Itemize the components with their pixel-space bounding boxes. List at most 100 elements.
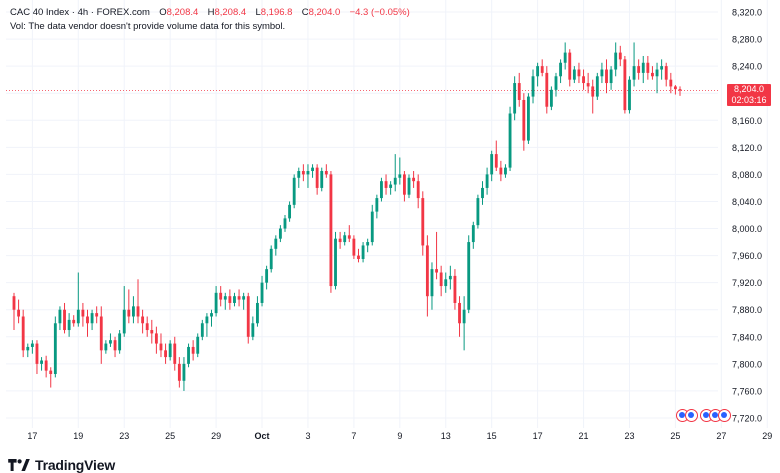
candle-body bbox=[324, 171, 328, 175]
x-tick-label: 17 bbox=[533, 431, 543, 441]
candle-body bbox=[283, 218, 287, 229]
last-price-tag: 8,204.0 02:03:16 bbox=[727, 84, 771, 107]
candle-body bbox=[641, 62, 645, 73]
candle-body bbox=[118, 333, 122, 351]
candle-body bbox=[504, 167, 507, 175]
low-label: L bbox=[255, 7, 261, 18]
x-tick-label: 9 bbox=[397, 431, 402, 441]
low-value: 8,196.8 bbox=[260, 7, 293, 18]
candle-body bbox=[678, 89, 682, 91]
candle-body bbox=[159, 343, 163, 351]
candle-body bbox=[352, 238, 356, 256]
candle-body bbox=[200, 323, 204, 337]
volume-note: Vol: The data vendor doesn't provide vol… bbox=[10, 21, 286, 32]
candle-body bbox=[522, 99, 526, 141]
candle-body bbox=[251, 323, 255, 337]
candle-body bbox=[582, 76, 585, 84]
candle-body bbox=[458, 302, 461, 324]
candle-body bbox=[481, 187, 484, 199]
candlesticks bbox=[12, 42, 682, 391]
event-marker-icon[interactable] bbox=[718, 409, 731, 422]
candle-body bbox=[53, 323, 57, 375]
candle-body bbox=[563, 52, 567, 63]
candle-body bbox=[210, 313, 213, 317]
candle-body bbox=[315, 167, 319, 188]
candle-body bbox=[389, 184, 393, 188]
candle-body bbox=[366, 242, 370, 246]
x-tick-label: 19 bbox=[73, 431, 83, 441]
x-tick-label: 23 bbox=[624, 431, 634, 441]
y-tick-label: 7,880.0 bbox=[732, 305, 762, 315]
candle-body bbox=[412, 177, 416, 182]
y-tick-label: 8,080.0 bbox=[732, 170, 762, 180]
candle-body bbox=[618, 52, 622, 60]
candle-body bbox=[63, 309, 66, 331]
candle-body bbox=[182, 363, 186, 381]
x-axis: 17 19 23 25 29 Oct 3 7 9 13 15 17 21 23 25 27 29 bbox=[27, 431, 772, 441]
candle-body bbox=[301, 171, 305, 175]
candle-body bbox=[58, 309, 62, 324]
candle-body bbox=[559, 62, 563, 77]
candle-body bbox=[150, 330, 154, 334]
candle-body bbox=[141, 316, 145, 324]
candle-body bbox=[485, 174, 489, 188]
tradingview-logo-icon bbox=[8, 459, 30, 471]
symbol-title[interactable]: CAC 40 Index · 4h · FOREX.com bbox=[10, 7, 150, 18]
candle-body bbox=[311, 167, 314, 172]
x-tick-label: 13 bbox=[441, 431, 451, 441]
x-tick-label: Oct bbox=[255, 431, 270, 441]
y-tick-label: 8,160.0 bbox=[732, 116, 762, 126]
candle-body bbox=[21, 316, 25, 351]
x-tick-label: 3 bbox=[305, 431, 310, 441]
tradingview-logo[interactable]: TradingView bbox=[8, 457, 115, 473]
chart-legend: CAC 40 Index · 4h · FOREX.com O8,208.4 H… bbox=[10, 7, 410, 32]
candle-body bbox=[256, 302, 259, 324]
candle-body bbox=[237, 296, 241, 300]
candle-body bbox=[242, 296, 246, 300]
y-tick-label: 7,800.0 bbox=[732, 359, 762, 369]
candle-body bbox=[609, 69, 613, 84]
candle-body bbox=[568, 52, 572, 80]
candle-body bbox=[600, 69, 604, 77]
y-tick-label: 8,320.0 bbox=[732, 8, 762, 18]
candle-body bbox=[109, 340, 112, 344]
candle-body bbox=[651, 72, 654, 77]
event-marker-icon[interactable] bbox=[685, 409, 698, 422]
candle-body bbox=[531, 76, 535, 97]
y-tick-label: 8,120.0 bbox=[732, 143, 762, 153]
candle-body bbox=[131, 306, 135, 317]
candle-body bbox=[595, 76, 599, 97]
candle-body bbox=[448, 275, 452, 280]
candle-body bbox=[205, 316, 209, 324]
chart-grid bbox=[6, 0, 768, 428]
x-tick-label: 15 bbox=[487, 431, 497, 441]
candle-body bbox=[462, 309, 466, 324]
candle-body bbox=[517, 83, 521, 100]
candle-body bbox=[605, 69, 608, 84]
candle-body bbox=[329, 174, 333, 287]
candle-body bbox=[168, 343, 172, 358]
candle-body bbox=[292, 177, 296, 205]
y-tick-label: 7,840.0 bbox=[732, 332, 762, 342]
candle-body bbox=[499, 167, 503, 175]
candle-body bbox=[591, 86, 595, 97]
candle-body bbox=[628, 79, 631, 111]
candle-body bbox=[467, 242, 471, 310]
candle-body bbox=[586, 83, 590, 87]
event-badges-2[interactable] bbox=[700, 409, 731, 422]
candle-body bbox=[274, 238, 278, 249]
y-tick-label: 7,720.0 bbox=[732, 414, 762, 424]
candle-body bbox=[402, 174, 406, 195]
candle-body bbox=[637, 66, 641, 73]
event-badges-1[interactable] bbox=[676, 409, 698, 422]
candle-body bbox=[471, 225, 475, 243]
candle-body bbox=[572, 69, 576, 80]
candle-body bbox=[219, 292, 223, 300]
y-tick-label: 7,960.0 bbox=[732, 251, 762, 261]
candle-body bbox=[81, 309, 85, 317]
candle-body bbox=[164, 350, 167, 358]
bar-countdown: 02:03:16 bbox=[731, 95, 767, 106]
candle-body bbox=[136, 306, 140, 317]
candle-body bbox=[673, 86, 677, 90]
